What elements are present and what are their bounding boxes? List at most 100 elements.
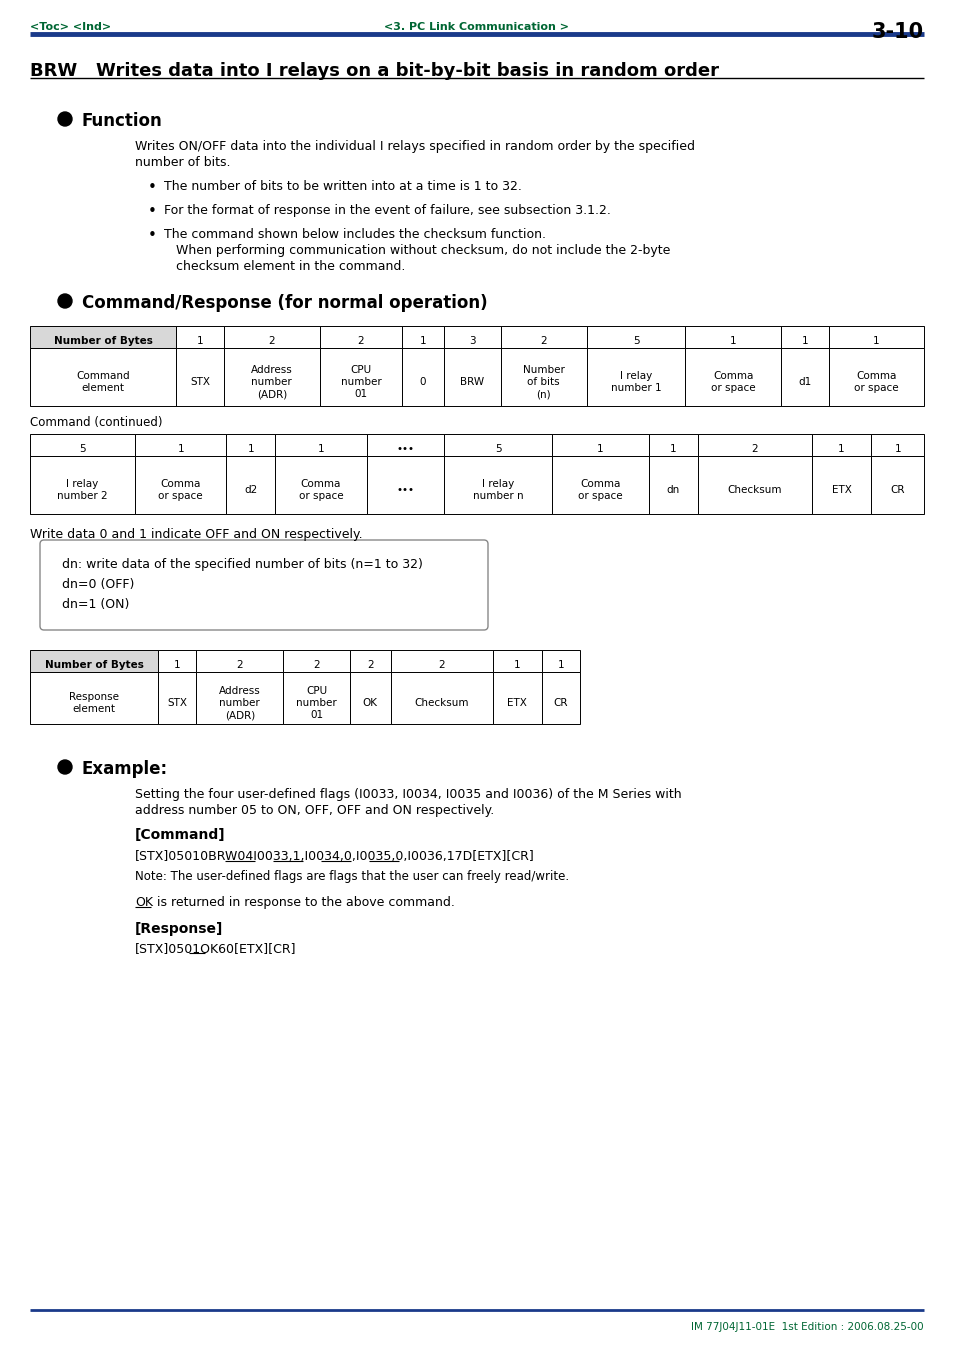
Bar — [30, 457, 135, 513]
Text: [STX]0501OK60[ETX][CR]: [STX]0501OK60[ETX][CR] — [135, 942, 296, 955]
Bar — [493, 671, 541, 724]
Bar — [319, 326, 402, 349]
Text: Number of Bytes: Number of Bytes — [45, 661, 143, 670]
Text: Response
element: Response element — [69, 692, 119, 715]
Text: Note: The user-defined flags are flags that the user can freely read/write.: Note: The user-defined flags are flags t… — [135, 870, 569, 884]
Text: 1: 1 — [173, 661, 180, 670]
Text: ETX: ETX — [507, 698, 527, 708]
Text: 2: 2 — [438, 661, 445, 670]
Bar — [443, 457, 552, 513]
Text: 5: 5 — [632, 336, 639, 346]
Bar — [443, 326, 500, 349]
Text: Comma
or space: Comma or space — [853, 370, 898, 393]
Text: I relay
number 1: I relay number 1 — [610, 370, 660, 393]
Text: When performing communication without checksum, do not include the 2-byte: When performing communication without ch… — [175, 245, 670, 257]
Bar — [811, 434, 870, 457]
Text: Checksum: Checksum — [415, 698, 469, 708]
Text: •••: ••• — [395, 485, 414, 494]
Text: dn: write data of the specified number of bits (n=1 to 32): dn: write data of the specified number o… — [62, 558, 422, 571]
Text: [STX]05010BRW04I0033,1,I0034,0,I0035,0,I0036,17D[ETX][CR]: [STX]05010BRW04I0033,1,I0034,0,I0035,0,I… — [135, 850, 535, 863]
Text: address number 05 to ON, OFF, OFF and ON respectively.: address number 05 to ON, OFF, OFF and ON… — [135, 804, 494, 817]
Text: [Command]: [Command] — [135, 828, 226, 842]
Text: Comma
or space: Comma or space — [158, 478, 203, 501]
Bar — [500, 349, 586, 407]
Bar — [350, 650, 391, 671]
Text: I relay
number n: I relay number n — [473, 478, 523, 501]
Text: BRW   Writes data into I relays on a bit-by-bit basis in random order: BRW Writes data into I relays on a bit-b… — [30, 62, 719, 80]
Text: Address
number
(ADR): Address number (ADR) — [251, 365, 293, 400]
Bar — [176, 326, 224, 349]
Circle shape — [58, 112, 71, 126]
Bar — [811, 457, 870, 513]
Text: Number of Bytes: Number of Bytes — [53, 336, 152, 346]
Text: 2: 2 — [236, 661, 243, 670]
Text: Address
number
(ADR): Address number (ADR) — [218, 685, 260, 720]
Bar — [135, 434, 226, 457]
Text: ETX: ETX — [831, 485, 851, 494]
Text: •: • — [148, 204, 156, 219]
Text: Write data 0 and 1 indicate OFF and ON respectively.: Write data 0 and 1 indicate OFF and ON r… — [30, 528, 362, 540]
Text: 1: 1 — [838, 444, 844, 454]
FancyBboxPatch shape — [40, 540, 488, 630]
Text: Comma
or space: Comma or space — [298, 478, 343, 501]
Bar — [493, 650, 541, 671]
Bar — [870, 434, 923, 457]
Text: 0: 0 — [419, 377, 426, 386]
Bar — [196, 671, 283, 724]
Bar — [648, 457, 698, 513]
Bar — [366, 457, 443, 513]
Text: 5: 5 — [79, 444, 86, 454]
Text: CPU
number
01: CPU number 01 — [295, 685, 336, 720]
Bar — [541, 650, 579, 671]
Text: Writes ON/OFF data into the individual I relays specified in random order by the: Writes ON/OFF data into the individual I… — [135, 141, 695, 153]
Bar — [176, 349, 224, 407]
Text: BRW: BRW — [459, 377, 484, 386]
Bar — [828, 349, 923, 407]
Text: CPU
number
01: CPU number 01 — [340, 365, 381, 400]
Text: •: • — [148, 228, 156, 243]
Text: 1: 1 — [419, 336, 426, 346]
Bar — [402, 349, 443, 407]
Text: 1: 1 — [801, 336, 807, 346]
Text: <Toc> <Ind>: <Toc> <Ind> — [30, 22, 111, 32]
Text: is returned in response to the above command.: is returned in response to the above com… — [152, 896, 455, 909]
Bar — [391, 671, 493, 724]
Text: STX: STX — [190, 377, 210, 386]
Text: dn=0 (OFF): dn=0 (OFF) — [62, 578, 134, 590]
Text: OK: OK — [362, 698, 377, 708]
Bar — [552, 457, 648, 513]
Bar — [684, 326, 780, 349]
Text: Command (continued): Command (continued) — [30, 416, 162, 430]
Bar — [158, 650, 196, 671]
Bar — [135, 457, 226, 513]
Bar — [275, 457, 366, 513]
Bar — [828, 326, 923, 349]
Text: [Response]: [Response] — [135, 921, 223, 936]
Bar — [780, 349, 828, 407]
Bar — [226, 457, 275, 513]
Text: Comma
or space: Comma or space — [710, 370, 755, 393]
Text: number of bits.: number of bits. — [135, 155, 231, 169]
Text: The number of bits to be written into at a time is 1 to 32.: The number of bits to be written into at… — [164, 180, 521, 193]
Text: 1: 1 — [196, 336, 203, 346]
Text: 2: 2 — [268, 336, 274, 346]
Bar — [196, 650, 283, 671]
Text: 2: 2 — [367, 661, 374, 670]
Bar — [552, 434, 648, 457]
Text: 1: 1 — [247, 444, 253, 454]
Text: 2: 2 — [357, 336, 364, 346]
Bar — [870, 457, 923, 513]
Text: Setting the four user-defined flags (I0033, I0034, I0035 and I0036) of the M Ser: Setting the four user-defined flags (I00… — [135, 788, 680, 801]
Text: I relay
number 2: I relay number 2 — [57, 478, 108, 501]
Text: 1: 1 — [177, 444, 184, 454]
Text: 3: 3 — [469, 336, 475, 346]
Text: Comma
or space: Comma or space — [578, 478, 622, 501]
Bar — [30, 349, 176, 407]
Text: 2: 2 — [751, 444, 758, 454]
Bar — [698, 457, 811, 513]
Bar — [224, 326, 319, 349]
Text: checksum element in the command.: checksum element in the command. — [175, 259, 405, 273]
Bar — [500, 326, 586, 349]
Bar — [780, 326, 828, 349]
Bar — [648, 434, 698, 457]
